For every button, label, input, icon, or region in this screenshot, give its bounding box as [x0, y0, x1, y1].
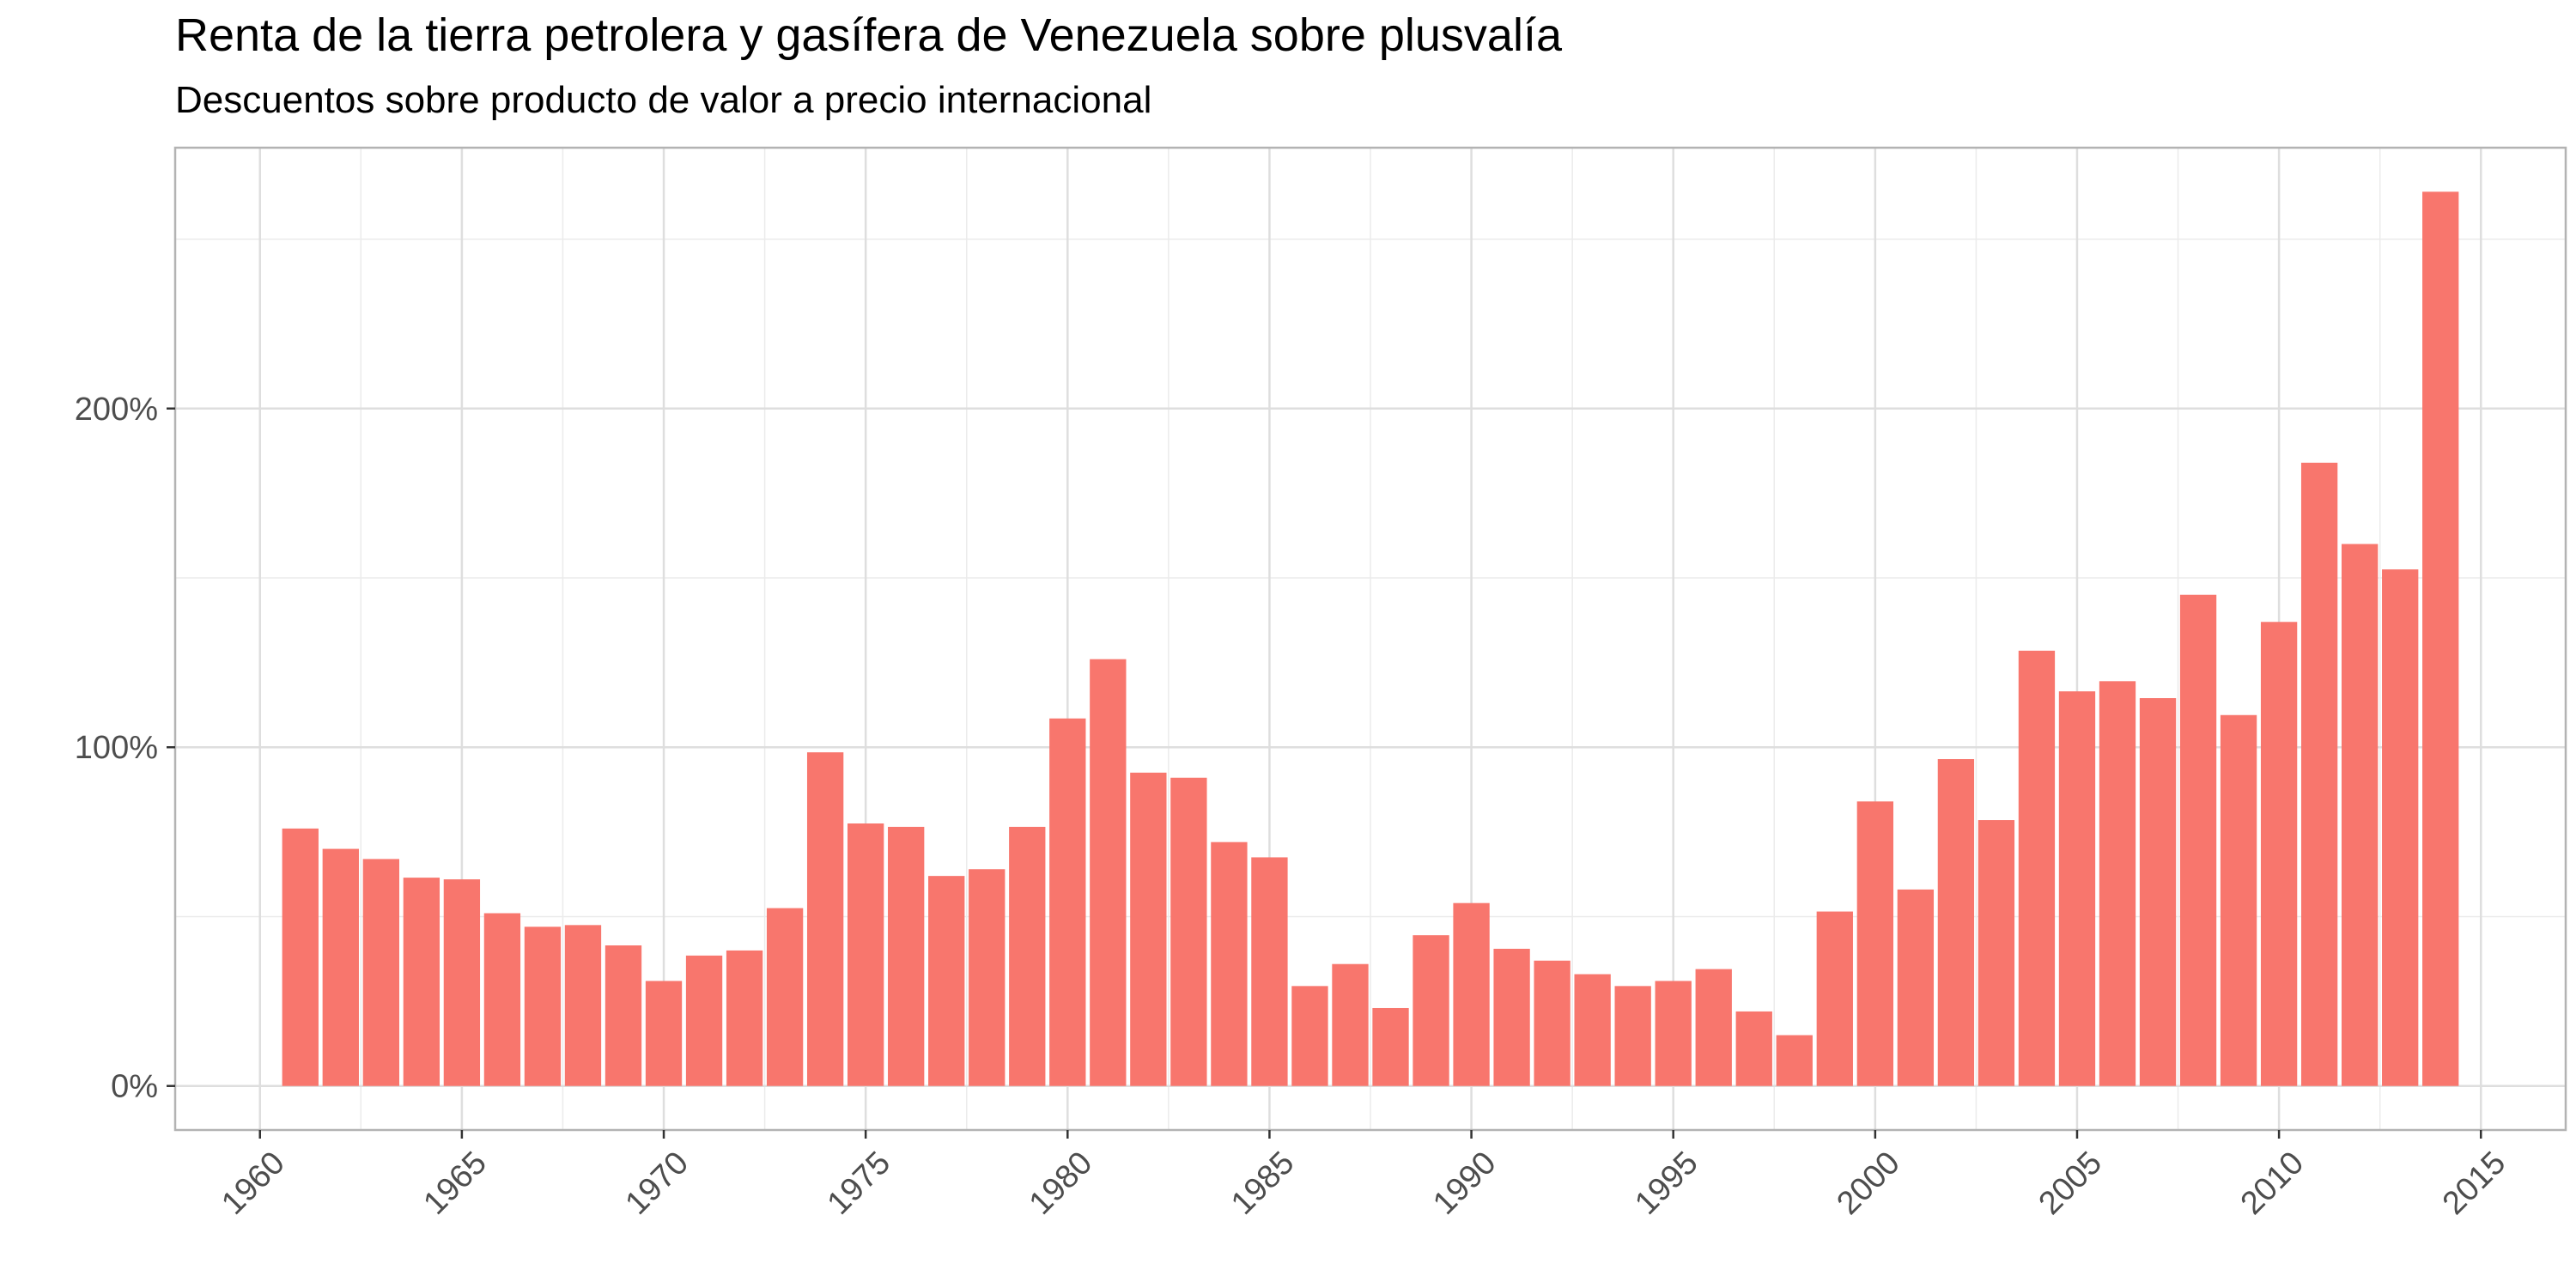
x-tick-label: 1965 [416, 1145, 493, 1221]
bar-2002 [1937, 759, 1975, 1086]
bar-1969 [605, 945, 642, 1086]
bar-1981 [1090, 659, 1127, 1086]
bar-1990 [1453, 902, 1490, 1086]
x-tick-label: 1980 [1023, 1145, 1099, 1221]
x-tick-label: 2000 [1830, 1145, 1906, 1221]
y-tick-label: 200% [75, 392, 158, 428]
bar-1971 [685, 955, 723, 1086]
bar-1965 [443, 879, 481, 1086]
bar-2009 [2220, 714, 2257, 1086]
bar-1983 [1170, 777, 1207, 1086]
x-tick-label: 1960 [215, 1145, 291, 1221]
bar-2014 [2422, 191, 2459, 1086]
bar-1995 [1655, 981, 1692, 1086]
y-tick-label: 100% [75, 730, 158, 766]
bar-1978 [969, 869, 1005, 1086]
bar-1999 [1816, 911, 1853, 1086]
bar-2008 [2179, 594, 2217, 1086]
bar-1972 [726, 950, 763, 1086]
bar-2011 [2300, 462, 2338, 1086]
chart-title: Renta de la tierra petrolera y gasífera … [175, 9, 1562, 61]
panel-border [173, 146, 2567, 1132]
x-tick-label: 1970 [619, 1145, 696, 1221]
bar-1979 [1009, 826, 1046, 1086]
bar-1988 [1372, 1007, 1409, 1086]
bar-1993 [1574, 974, 1611, 1086]
x-tick-label: 1990 [1426, 1145, 1503, 1221]
bar-2004 [2018, 650, 2056, 1086]
bar-1987 [1332, 963, 1369, 1086]
bar-1961 [282, 828, 319, 1086]
x-tick-label: 1995 [1628, 1145, 1704, 1221]
bar-2007 [2139, 698, 2177, 1086]
bar-2013 [2382, 569, 2419, 1086]
bars [282, 191, 2459, 1086]
bar-1962 [322, 848, 359, 1086]
bar-1985 [1251, 857, 1288, 1086]
x-tick-label: 1975 [821, 1145, 897, 1221]
bar-2005 [2058, 691, 2096, 1086]
x-tick-label: 2010 [2234, 1145, 2311, 1221]
bar-1976 [888, 826, 925, 1086]
bar-1974 [806, 752, 844, 1086]
bar-1970 [645, 981, 683, 1086]
bar-1991 [1493, 948, 1530, 1086]
bar-1986 [1291, 986, 1328, 1086]
x-tick-label: 1985 [1224, 1145, 1301, 1221]
bar-1980 [1049, 718, 1086, 1086]
bar-2001 [1897, 889, 1935, 1086]
bar-1963 [362, 859, 399, 1086]
bar-1982 [1130, 772, 1167, 1086]
bar-1984 [1211, 841, 1248, 1086]
bar-1996 [1695, 969, 1732, 1086]
bar-1997 [1735, 1011, 1772, 1086]
chart-subtitle: Descuentos sobre producto de valor a pre… [175, 79, 1152, 121]
bar-2010 [2260, 622, 2298, 1086]
x-tick-label: 2015 [2436, 1145, 2512, 1221]
bar-1964 [403, 878, 440, 1086]
bar-2003 [1978, 820, 2015, 1086]
bar-1977 [928, 876, 965, 1086]
bar-2006 [2099, 681, 2136, 1086]
bar-1966 [483, 913, 521, 1086]
bar-1989 [1413, 935, 1449, 1086]
bar-2012 [2342, 544, 2379, 1086]
panel-frame [173, 146, 2567, 1132]
x-tick-label: 2005 [2032, 1145, 2109, 1221]
bar-1994 [1614, 986, 1651, 1086]
bar-2000 [1856, 801, 1893, 1086]
bar-1967 [524, 927, 562, 1086]
bar-1968 [564, 925, 602, 1086]
bar-1973 [766, 908, 804, 1086]
bar-1998 [1776, 1035, 1813, 1086]
y-tick-label: 0% [111, 1069, 158, 1105]
bar-1992 [1534, 960, 1571, 1086]
bar-1975 [848, 823, 884, 1086]
